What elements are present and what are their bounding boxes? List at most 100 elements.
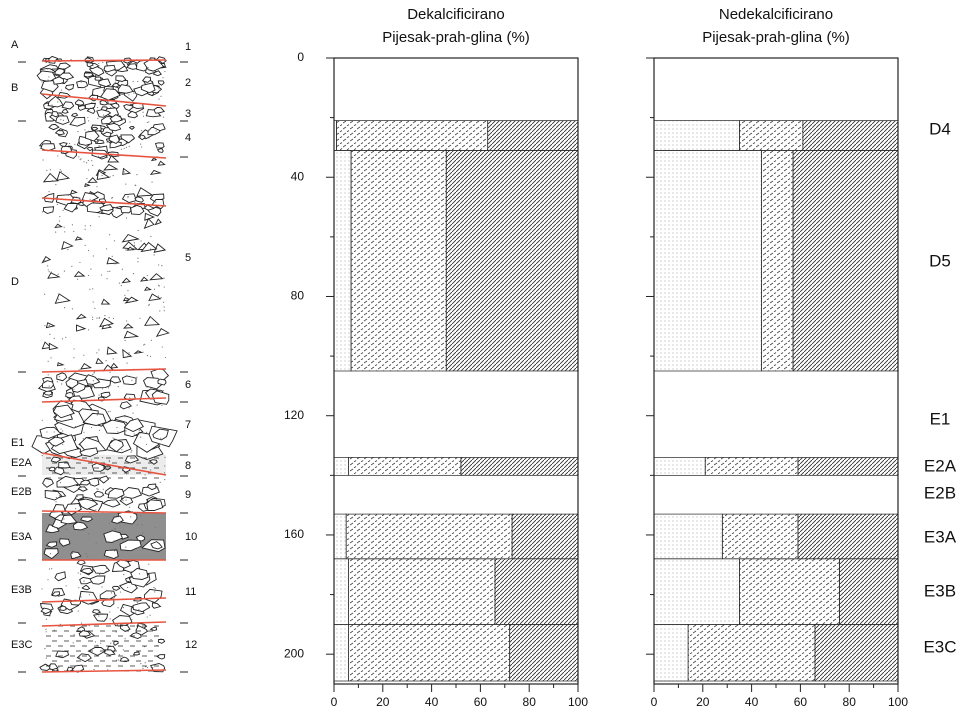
clast [93,490,105,498]
fraction-segment [792,150,899,372]
x-tick-label: 0 [651,695,658,709]
matrix-dot [73,388,75,390]
matrix-dot [53,337,55,339]
matrix-dot [161,346,163,348]
layer-label: 12 [185,639,197,651]
clast [110,102,120,110]
matrix-dot [55,224,58,226]
clast [75,313,87,320]
matrix-dot [131,379,133,381]
matrix-dot [131,570,133,573]
matrix-dot [158,98,160,100]
matrix-dot [80,158,82,160]
clast [107,487,125,499]
clast [74,99,85,106]
clast [120,134,136,144]
matrix-dot [41,81,43,83]
matrix-dot [123,549,125,551]
clast [122,167,132,175]
matrix-dot [69,434,71,436]
matrix-dot [95,509,97,511]
clast [69,189,78,195]
matrix-dot [59,113,61,115]
matrix-dot [43,485,45,487]
matrix-dot [114,120,116,123]
fraction-segment [348,624,511,682]
matrix-dot [94,641,97,643]
matrix-dot [100,642,102,644]
y-tick-label: 160 [284,527,304,541]
clast [56,171,71,181]
matrix-dot [109,410,111,412]
clast [117,84,134,94]
matrix-dot [121,449,123,451]
matrix-dot [46,169,48,172]
fraction-segment [653,150,762,372]
matrix-dot [133,92,135,94]
matrix-dot [58,666,60,668]
matrix-dot [72,642,74,644]
matrix-dot [82,529,84,531]
clast [54,130,65,136]
matrix-dot [58,376,61,378]
clast [80,362,93,370]
clast [41,380,55,389]
matrix-dot [57,364,60,366]
matrix-dot [130,516,132,518]
matrix-dot [112,437,114,439]
matrix-dot [78,656,80,658]
matrix-dot [53,431,55,433]
matrix-dot [159,389,161,391]
matrix-dot [158,285,160,287]
matrix-dot [114,81,116,83]
matrix-dot [131,376,133,378]
matrix-dot [103,141,105,144]
clast [107,154,120,163]
matrix-dot [94,307,96,310]
clast [154,142,165,149]
bed-boundary [41,368,167,373]
clast [48,123,60,131]
fraction-segment [336,120,489,151]
matrix-dot [129,577,132,579]
matrix-dot [98,429,100,431]
matrix-dot [66,528,68,531]
zone-label: E3B [924,581,956,600]
fraction-segment [653,513,723,560]
matrix-dot [116,426,118,429]
matrix-dot [96,488,98,490]
clast [52,76,65,85]
matrix-dot [50,271,52,273]
matrix-dot [161,404,163,406]
matrix-dot [95,412,97,415]
matrix-dot [90,268,92,270]
clast [83,72,94,78]
matrix-dot [78,369,80,371]
matrix-dot [120,284,122,287]
clast [157,80,165,86]
clast [63,203,78,213]
clast [65,392,74,399]
fraction-segment [721,513,799,560]
matrix-dot [141,146,143,148]
matrix-dot [131,523,133,525]
clast [96,109,112,118]
matrix-dot [140,130,143,132]
clast [52,404,75,419]
matrix-dot [53,81,55,83]
matrix-dot [146,386,148,388]
matrix-dot [109,106,112,109]
matrix-dot [131,619,133,621]
matrix-dot [119,523,121,525]
fraction-segment [348,558,496,625]
clast [73,270,86,277]
matrix-dot [74,425,77,428]
matrix-dot [108,522,110,524]
matrix-dot [124,294,126,296]
clast [121,375,137,386]
matrix-dot [132,273,135,275]
clast [128,126,135,130]
fraction-segment [739,120,804,151]
matrix-dot [137,261,139,263]
matrix-dot [93,371,95,373]
